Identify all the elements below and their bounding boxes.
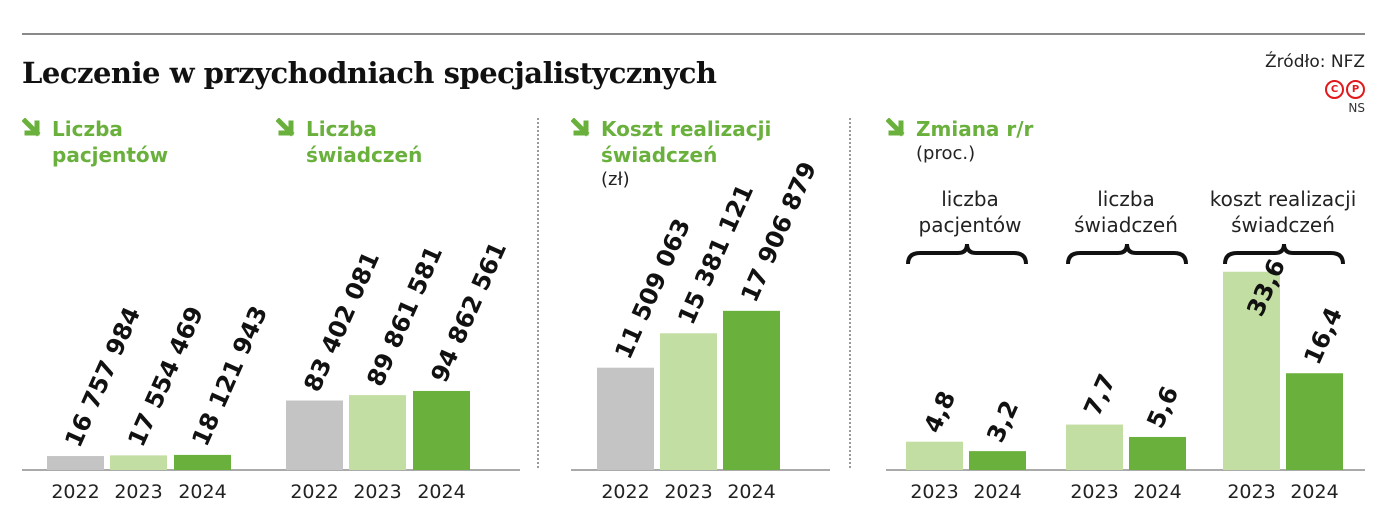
patients-bar-2022 — [47, 456, 104, 470]
heading-patients: Liczba pacjentów — [22, 116, 168, 168]
change-group1-data-label-2023: 7,7 — [1078, 370, 1121, 420]
change-group-label-line2: świadczeń — [1074, 213, 1178, 237]
copyright-c-icon: C — [1325, 80, 1344, 99]
arrow-down-right-icon — [571, 118, 590, 137]
cost-data-label-2023: 15 381 121 — [672, 180, 759, 329]
copyright-badges: C P — [1325, 80, 1365, 99]
heading-change-unit: (proc.) — [916, 143, 976, 164]
change-group-label-services: liczba świadczeń — [1046, 186, 1206, 238]
heading-cost-line1: Koszt realizacji — [601, 117, 772, 141]
change-group-label-cost: koszt realizacji świadczeń — [1193, 186, 1373, 238]
section-divider — [849, 118, 851, 468]
change-group2-bar-2024 — [1286, 373, 1343, 470]
change-group2-tick-label-2023: 2023 — [1227, 481, 1275, 503]
change-group1-tick-label-2023: 2023 — [1070, 481, 1118, 503]
arrow-down-right-icon — [276, 118, 295, 137]
services-tick-label-2023: 2023 — [353, 481, 401, 503]
cost-bar-2022 — [597, 367, 654, 470]
cost-tick-label-2022: 2022 — [601, 481, 649, 503]
change-group1-bar-2023 — [1066, 424, 1123, 470]
patients-bar-2024 — [174, 454, 231, 470]
change-group2-data-label-2024: 16,4 — [1298, 303, 1348, 368]
change-group0-tick-label-2023: 2023 — [910, 481, 958, 503]
services-tick-label-2024: 2024 — [417, 481, 465, 503]
change-group0-bar-2024 — [969, 451, 1026, 470]
services-bar-2024 — [413, 390, 470, 470]
heading-patients-line2: pacjentów — [52, 143, 169, 167]
patients-tick-label-2022: 2022 — [51, 481, 99, 503]
services-bar-2022 — [286, 400, 343, 470]
change-group0-data-label-2024: 3,2 — [981, 396, 1024, 446]
heading-services: Liczba świadczeń — [276, 116, 422, 168]
heading-cost-line2: świadczeń — [601, 143, 718, 167]
change-group0-tick-label-2024: 2024 — [973, 481, 1021, 503]
top-rule — [22, 33, 1365, 35]
cost-tick-label-2023: 2023 — [664, 481, 712, 503]
patients-bar-2023 — [110, 455, 167, 470]
section-divider — [537, 118, 539, 468]
change-group0-data-label-2023: 4,8 — [918, 387, 961, 437]
patients-tick-label-2023: 2023 — [114, 481, 162, 503]
services-tick-label-2022: 2022 — [290, 481, 338, 503]
change-group0-bar-2023 — [906, 441, 963, 470]
source-note: Źródło: NFZ — [1265, 52, 1365, 72]
cost-data-label-2024: 17 906 879 — [735, 158, 822, 307]
change-group-label-line2: świadczeń — [1231, 213, 1335, 237]
group-brace-icon — [1223, 243, 1345, 265]
copyright-p-icon: P — [1346, 80, 1365, 99]
arrow-down-right-icon — [22, 118, 41, 137]
change-group-label-line2: pacjentów — [918, 213, 1022, 237]
change-group-label-line1: liczba — [1097, 187, 1155, 211]
cost-bar-2024 — [723, 310, 780, 470]
change-group-label-line1: koszt realizacji — [1209, 187, 1357, 211]
change-group-label-patients: liczba pacjentów — [890, 186, 1050, 238]
change-group-label-line1: liczba — [941, 187, 999, 211]
page-title: Leczenie w przychodniach specjalistyczny… — [22, 56, 717, 90]
change-group1-tick-label-2024: 2024 — [1133, 481, 1181, 503]
change-group1-data-label-2024: 5,6 — [1141, 382, 1184, 432]
change-group2-tick-label-2024: 2024 — [1290, 481, 1338, 503]
heading-services-line1: Liczba — [306, 117, 377, 141]
patients-tick-label-2024: 2024 — [178, 481, 226, 503]
heading-cost: Koszt realizacji świadczeń (zł) — [571, 116, 771, 192]
heading-change-line1: Zmiana r/r — [916, 117, 1034, 141]
change-group2-bar-2023 — [1223, 271, 1280, 470]
group-brace-icon — [906, 243, 1028, 265]
heading-patients-line1: Liczba — [52, 117, 123, 141]
heading-change: Zmiana r/r (proc.) — [886, 116, 1033, 166]
cost-tick-label-2024: 2024 — [727, 481, 775, 503]
services-bar-2023 — [349, 395, 406, 470]
group-brace-icon — [1066, 243, 1188, 265]
arrow-down-right-icon — [886, 118, 905, 137]
cost-bar-2023 — [660, 333, 717, 470]
change-group1-bar-2024 — [1129, 436, 1186, 470]
author-initials: NS — [1348, 101, 1365, 115]
heading-services-line2: świadczeń — [306, 143, 423, 167]
heading-cost-unit: (zł) — [601, 169, 630, 190]
